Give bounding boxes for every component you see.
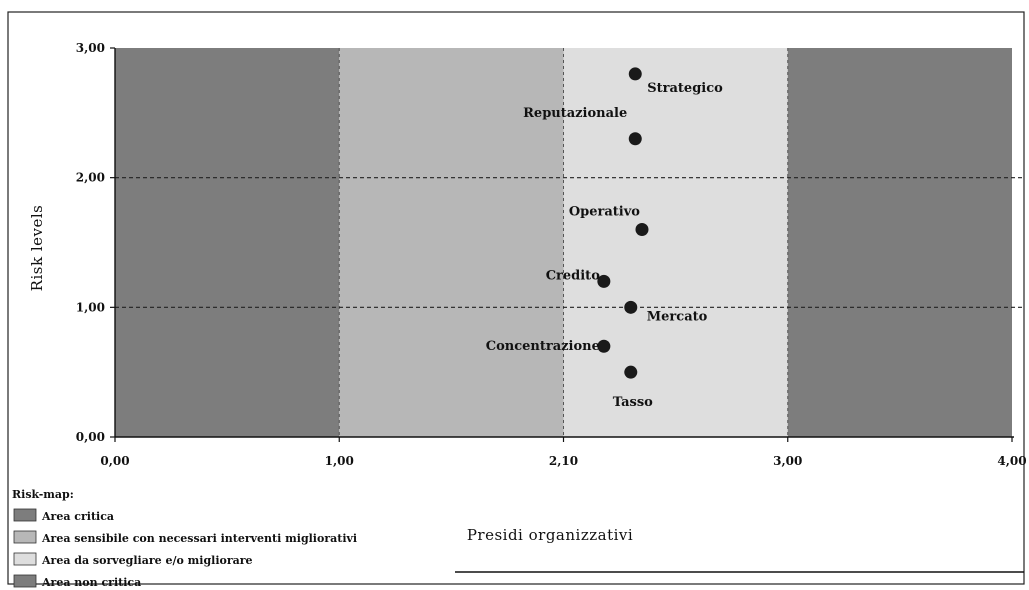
data-point-credito xyxy=(597,274,611,288)
x-tick-label: 3,00 xyxy=(773,454,802,468)
legend-swatch-4 xyxy=(13,574,37,588)
legend-title: Risk-map: xyxy=(12,488,74,501)
data-point-operativo xyxy=(635,223,649,237)
point-label-operativo: Operativo xyxy=(569,205,640,220)
axes xyxy=(114,48,1014,438)
x-axis-title: Presidi organizzativi xyxy=(467,526,633,544)
legend-entry-4: Area non critica xyxy=(41,576,141,589)
y-tick-label: 3,00 xyxy=(76,41,105,55)
legend-entry-1: Area critica xyxy=(41,510,114,523)
zone-band-2 xyxy=(339,48,564,437)
x-tick-label: 0,00 xyxy=(100,454,129,468)
zone-band-4 xyxy=(787,48,1012,437)
x-tick-label: 4,00 xyxy=(997,454,1026,468)
y-tick-label: 0,00 xyxy=(76,430,105,444)
y-axis-title: Risk levels xyxy=(28,205,46,292)
zone-band-1 xyxy=(115,48,340,437)
point-label-credito: Credito xyxy=(546,268,601,283)
y-tick-label: 1,00 xyxy=(76,300,105,314)
legend-swatch-1 xyxy=(13,508,37,522)
y-tick-labels: 0,00 1,00 2,00 3,00 xyxy=(76,41,115,444)
x-tick-label: 1,00 xyxy=(325,454,354,468)
legend-swatch-2 xyxy=(13,530,37,544)
point-label-mercato: Mercato xyxy=(647,309,708,324)
point-label-tasso: Tasso xyxy=(613,395,653,410)
data-point-reputazionale xyxy=(628,132,642,146)
zone-band-3 xyxy=(563,48,788,437)
data-point-tasso xyxy=(624,365,638,379)
data-point-strategico xyxy=(628,67,642,81)
data-point-concentrazione xyxy=(597,339,611,353)
legend-entry-3: Area da sorvegliare e/o migliorare xyxy=(41,554,253,567)
data-point-mercato xyxy=(624,300,638,314)
x-tick-label: 2,10 xyxy=(549,454,578,468)
legend-entry-2: Area sensibile con necessari interventi … xyxy=(41,532,357,545)
zone-bands xyxy=(115,48,1012,437)
point-label-reputazionale: Reputazionale xyxy=(523,106,627,121)
point-label-strategico: Strategico xyxy=(647,81,723,96)
chart-border xyxy=(7,11,1025,585)
legend: Risk-map: Area critica Area sensibile con… xyxy=(12,488,357,589)
x-tick-labels: 0,00 1,00 2,10 3,00 4,00 xyxy=(100,437,1027,468)
data-points: Strategico Reputazionale Operativo Credito M… xyxy=(486,67,723,410)
y-tick-label: 2,00 xyxy=(76,171,105,185)
legend-swatch-3 xyxy=(13,552,37,566)
point-label-concentrazione: Concentrazione xyxy=(486,339,600,354)
